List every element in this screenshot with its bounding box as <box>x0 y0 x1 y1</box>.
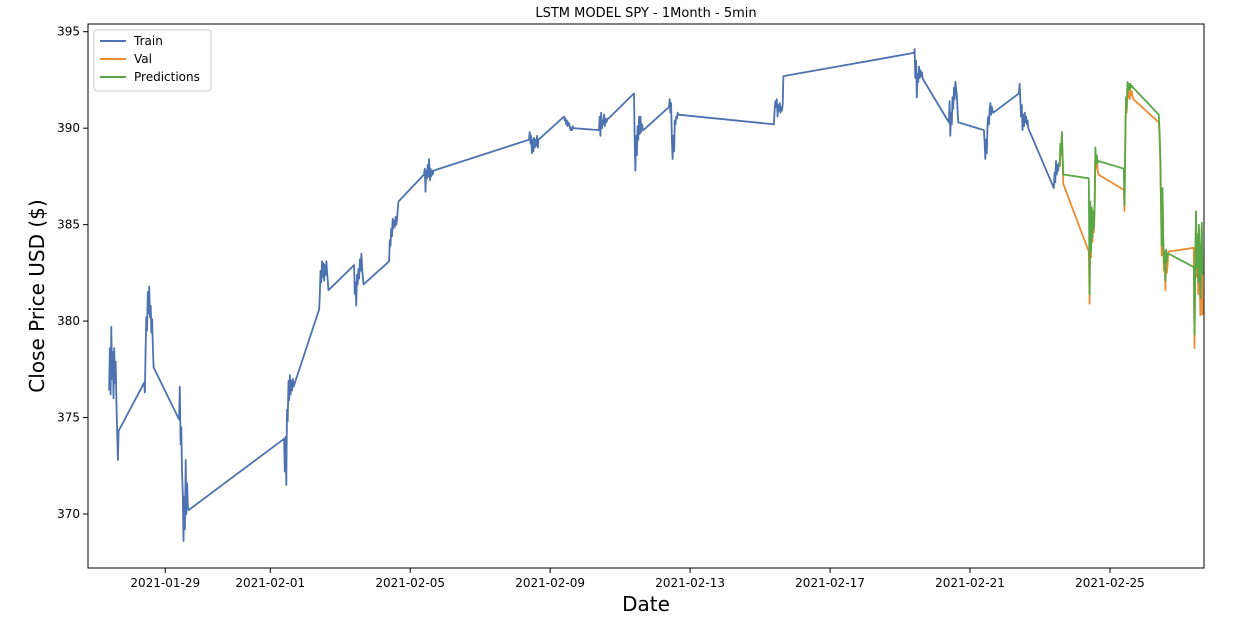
y-axis: 370 375 380 385 390 395 <box>57 25 88 521</box>
legend-label-predictions: Predictions <box>134 70 200 84</box>
x-tick-label: 2021-02-05 <box>375 576 445 590</box>
y-axis-label: Close Price USD ($) <box>25 199 49 392</box>
y-tick-label: 385 <box>57 218 80 232</box>
y-tick-label: 380 <box>57 314 80 328</box>
series-line-train <box>108 48 1061 542</box>
x-axis-label: Date <box>622 592 670 616</box>
x-tick-label: 2021-02-25 <box>1075 576 1145 590</box>
x-tick-label: 2021-02-21 <box>935 576 1005 590</box>
series-line-predictions <box>1058 81 1204 336</box>
legend: Train Val Predictions <box>93 29 212 92</box>
x-tick-label: 2021-02-17 <box>795 576 865 590</box>
y-tick-label: 390 <box>57 121 80 135</box>
x-tick-label: 2021-02-09 <box>515 576 585 590</box>
y-tick-label: 375 <box>57 411 80 425</box>
legend-box <box>93 29 212 92</box>
x-tick-label: 2021-01-29 <box>130 576 200 590</box>
y-tick-label: 370 <box>57 507 80 521</box>
series-line-val <box>1058 84 1204 349</box>
chart-title: LSTM MODEL SPY - 1Month - 5min <box>535 6 756 21</box>
x-tick-label: 2021-02-13 <box>655 576 725 590</box>
x-axis: 2021-01-29 2021-02-01 2021-02-05 2021-02-09… <box>130 568 1145 590</box>
plot-area-frame <box>87 23 1205 569</box>
x-tick-label: 2021-02-01 <box>235 576 305 590</box>
legend-label-train: Train <box>133 34 163 48</box>
series-layer <box>108 48 1204 542</box>
legend-label-val: Val <box>134 52 152 66</box>
y-tick-label: 395 <box>57 25 80 39</box>
